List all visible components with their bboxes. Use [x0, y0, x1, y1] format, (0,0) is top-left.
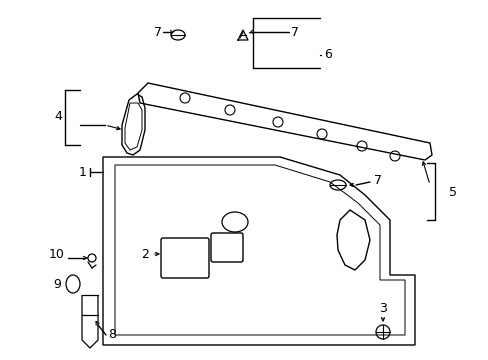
Text: 9: 9: [53, 279, 61, 292]
Text: 5: 5: [448, 185, 456, 198]
Text: 7: 7: [290, 26, 298, 39]
Text: 10: 10: [49, 248, 65, 261]
Text: 7: 7: [373, 174, 381, 186]
Text: 8: 8: [108, 328, 116, 342]
Text: 2: 2: [141, 248, 149, 261]
Text: 3: 3: [378, 302, 386, 315]
Text: 6: 6: [324, 49, 331, 62]
Text: 7: 7: [154, 26, 162, 39]
Text: 1: 1: [79, 166, 87, 179]
Text: 4: 4: [54, 109, 62, 122]
